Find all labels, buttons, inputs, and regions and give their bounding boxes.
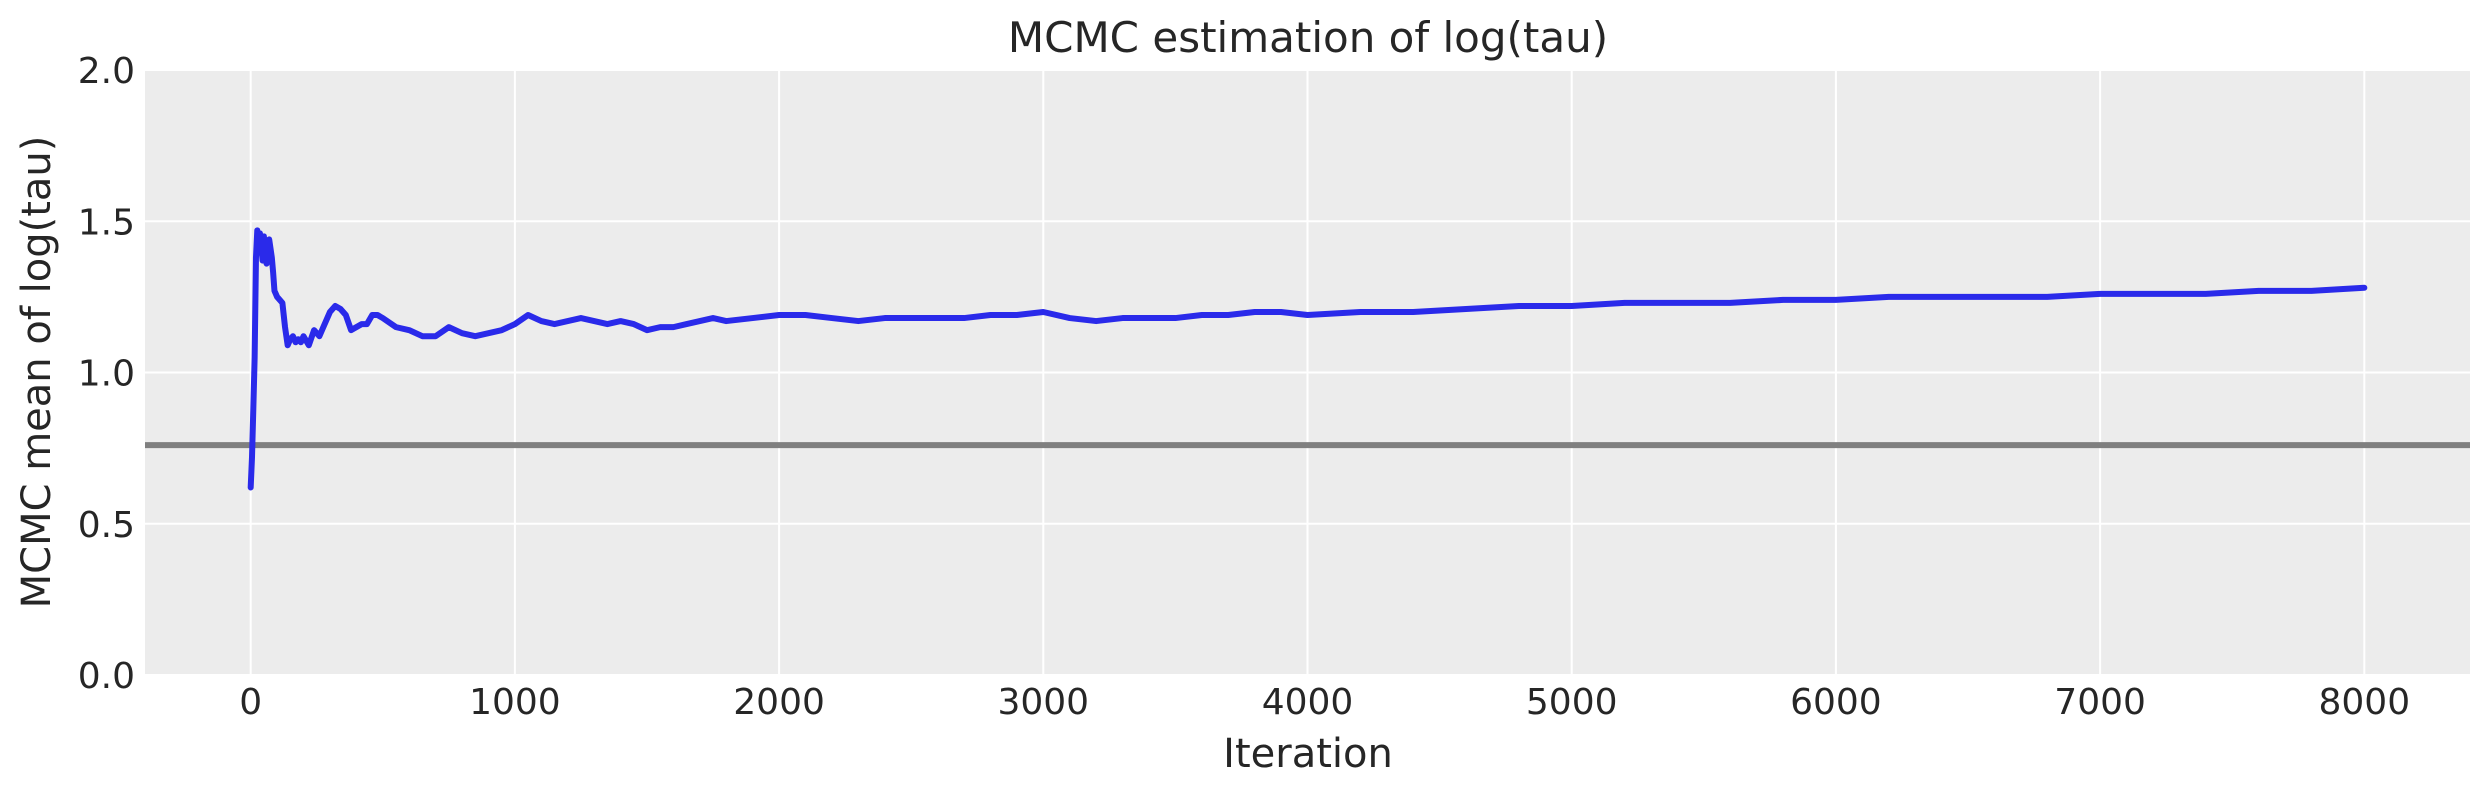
grid-lines [145, 69, 2470, 676]
x-tick-label: 1000 [469, 682, 561, 723]
y-tick-label: 0.0 [78, 656, 135, 697]
series-line [247, 227, 2368, 491]
y-tick-labels: 0.0 0.5 1.0 1.5 2.0 [78, 51, 135, 697]
x-tick-label: 2000 [733, 682, 825, 723]
y-tick-label: 2.0 [78, 51, 135, 92]
y-tick-label: 0.5 [78, 505, 135, 546]
y-tick-label: 1.0 [78, 354, 135, 395]
x-tick-label: 0 [239, 682, 262, 723]
series-layer [247, 227, 2368, 491]
x-tick-label: 3000 [997, 682, 1089, 723]
x-tick-labels: 0 1000 2000 3000 4000 5000 6000 7000 8000 [239, 682, 2410, 723]
y-tick-label: 1.5 [78, 202, 135, 243]
chart-title: MCMC estimation of log(tau) [1008, 13, 1608, 62]
x-tick-label: 6000 [1790, 682, 1882, 723]
x-tick-label: 5000 [1526, 682, 1618, 723]
y-axis-label: MCMC mean of log(tau) [14, 136, 60, 609]
x-tick-label: 4000 [1262, 682, 1354, 723]
x-tick-label: 8000 [2319, 682, 2411, 723]
x-tick-label: 7000 [2054, 682, 2146, 723]
x-axis-label: Iteration [1223, 731, 1393, 777]
